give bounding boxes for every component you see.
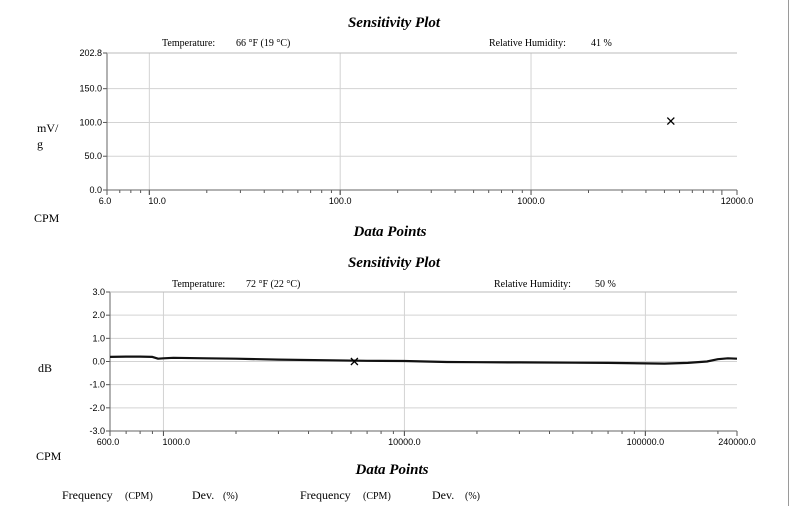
chart1-y-tick-label: 150.0 xyxy=(79,84,102,94)
footer-frequency-unit-1: (CPM) xyxy=(125,491,153,502)
chart2-y-tick-label: -1.0 xyxy=(89,380,105,390)
chart2-x-label: Data Points xyxy=(355,462,429,478)
chart2-x-tick-label: 240000.0 xyxy=(718,437,756,447)
chart1-x-unit: CPM xyxy=(34,211,60,225)
chart1-y-tick-label: 0.0 xyxy=(89,185,102,195)
chart2-x-tick-label: 600.0 xyxy=(97,437,120,447)
chart2-y-tick-label: 1.0 xyxy=(92,333,105,343)
chart2-y-tick-label: -2.0 xyxy=(89,403,105,413)
page-right-border xyxy=(788,0,789,506)
footer-dev-label-2: Dev. xyxy=(432,488,454,502)
chart1-marker-stroke xyxy=(666,117,675,126)
chart2-humidity-label: Relative Humidity: xyxy=(494,279,571,290)
chart1-y-tick-label: 202.8 xyxy=(79,48,102,58)
chart1-temperature-value: 66 °F (19 °C) xyxy=(236,38,290,49)
chart2-marker-stroke xyxy=(350,357,359,366)
chart1-data-point-marker xyxy=(666,117,675,126)
chart2-y-tick-label: -3.0 xyxy=(89,426,105,436)
chart2-x-tick-label: 1000.0 xyxy=(162,437,190,447)
chart1-y-tick-label: 100.0 xyxy=(79,117,102,127)
chart1-title: Sensitivity Plot xyxy=(348,15,441,31)
chart1-y-tick-label: 50.0 xyxy=(84,151,102,161)
footer-dev-unit-1: (%) xyxy=(223,491,238,502)
chart2-temperature-value: 72 °F (22 °C) xyxy=(246,279,300,290)
chart2-y-unit: dB xyxy=(38,361,52,375)
chart1-x-tick-label: 6.0 xyxy=(99,196,112,206)
chart1-temperature-label: Temperature: xyxy=(162,38,215,49)
chart2-y-tick-label: 3.0 xyxy=(92,287,105,297)
chart1-plot-area: 0.0 50.0 100.0 150.0 202.8 6.0 10.0 100.0 1000.0… xyxy=(79,48,753,206)
chart1-y-unit-line2: g xyxy=(37,137,43,151)
footer-dev-label-1: Dev. xyxy=(192,488,214,502)
chart1-x-tick-label: 1000.0 xyxy=(517,196,545,206)
footer-frequency-label-2: Frequency xyxy=(300,488,351,502)
chart1-x-tick-label: 12000.0 xyxy=(721,196,754,206)
chart1-x-tick-label: 100.0 xyxy=(329,196,352,206)
chart2-x-tick-label: 100000.0 xyxy=(627,437,665,447)
footer-frequency-label-1: Frequency xyxy=(62,488,113,502)
footer-dev-unit-2: (%) xyxy=(465,491,480,502)
chart2-x-unit: CPM xyxy=(36,449,62,463)
chart2-y-tick-label: 0.0 xyxy=(92,357,105,367)
chart2-y-tick-label: 2.0 xyxy=(92,310,105,320)
chart2-x-tick-label: 10000.0 xyxy=(388,437,421,447)
chart1-y-unit-line1: mV/ xyxy=(37,121,59,135)
chart2-series-line xyxy=(109,355,738,365)
chart1-humidity-value: 41 % xyxy=(591,38,612,49)
chart2-humidity-value: 50 % xyxy=(595,279,616,290)
chart1-x-tick-label: 10.0 xyxy=(148,196,166,206)
chart1-x-label: Data Points xyxy=(353,224,427,240)
chart2-title: Sensitivity Plot xyxy=(348,255,441,271)
chart2-temperature-label: Temperature: xyxy=(172,279,225,290)
chart1-humidity-label: Relative Humidity: xyxy=(489,38,566,49)
chart2-data-point-marker xyxy=(350,357,359,366)
footer-frequency-unit-2: (CPM) xyxy=(363,491,391,502)
